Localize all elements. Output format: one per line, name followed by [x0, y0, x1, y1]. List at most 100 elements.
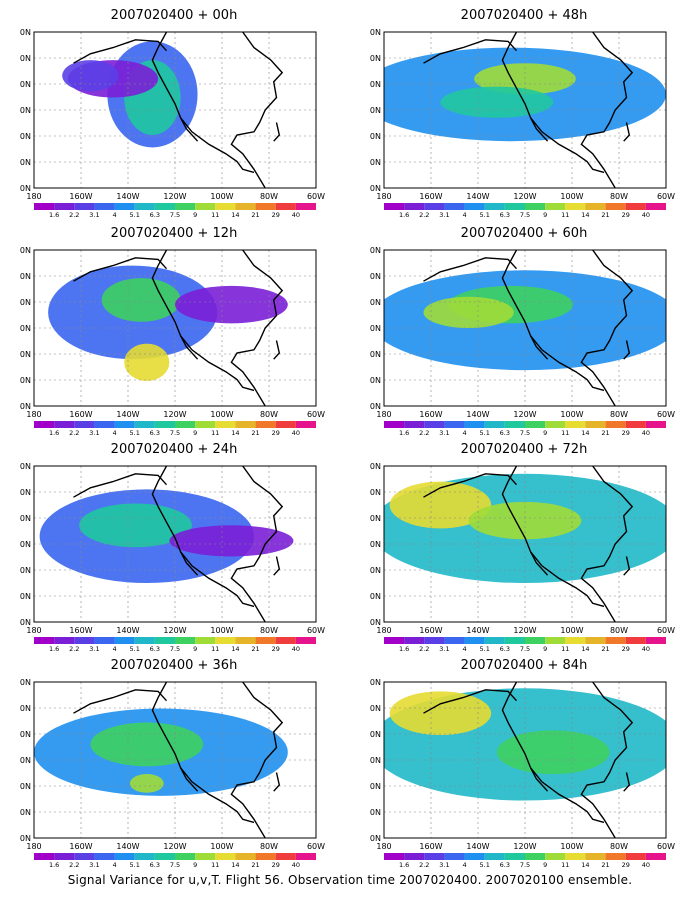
colorbar-swatch: [404, 203, 425, 210]
variance-contour: [124, 343, 170, 382]
variance-map: 70N 60N 50N 40N 30N 20N 10N180 160W 140W 120W 100W…: [20, 28, 325, 219]
coastline: [423, 473, 518, 498]
colorbar-label: 40: [642, 211, 650, 219]
coastline: [580, 250, 634, 406]
colorbar-label: 6.3: [500, 429, 510, 437]
colorbar-swatch: [565, 853, 586, 860]
lat-tick-label: 30N: [20, 132, 31, 141]
coastline: [273, 340, 281, 360]
variance-contour: [496, 730, 610, 775]
colorbar-label: 1.6: [399, 645, 409, 653]
colorbar-swatch: [215, 853, 236, 860]
colorbar-swatch: [444, 421, 465, 428]
panel-title: 2007020400 + 36h: [110, 658, 238, 673]
lon-tick-label: 60W: [307, 842, 325, 851]
colorbar-label: 29: [622, 861, 630, 869]
colorbar-swatch: [275, 637, 296, 644]
figure-caption: Signal Variance for u,v,T. Flight 56. Ob…: [67, 873, 633, 887]
colorbar-swatch: [404, 853, 425, 860]
lon-tick-label: 100W: [560, 192, 583, 201]
colorbar-swatch: [74, 421, 95, 428]
colorbar-label: 40: [642, 429, 650, 437]
lon-tick-label: 180: [26, 626, 41, 635]
coastline: [580, 466, 634, 622]
colorbar-swatch: [404, 421, 425, 428]
colorbar-swatch: [525, 421, 546, 428]
colorbar-swatch: [255, 421, 276, 428]
colorbar-label: 11: [561, 645, 569, 653]
colorbar-label: 7.5: [170, 429, 180, 437]
colorbar-label: 4: [463, 429, 467, 437]
coastline: [423, 257, 518, 282]
colorbar-label: 14: [581, 645, 589, 653]
lat-tick-label: 60N: [20, 54, 31, 63]
lat-tick-label: 70N: [370, 28, 381, 37]
colorbar-swatch: [645, 637, 666, 644]
colorbar-swatch: [195, 637, 216, 644]
lat-tick-label: 70N: [370, 678, 381, 687]
coastline: [273, 556, 281, 576]
lon-tick-label: 180: [26, 192, 41, 201]
map-panel: 2007020400 + 72h 70N 60N 50N 40N 30N 20N 10N180…: [370, 438, 700, 656]
colorbar-label: 6.3: [150, 861, 160, 869]
colorbar-label: 21: [251, 429, 259, 437]
coastline: [151, 466, 255, 608]
colorbar-swatch: [134, 637, 155, 644]
colorbar-swatch: [94, 853, 115, 860]
lat-tick-label: 50N: [370, 514, 381, 523]
colorbar-label: 7.5: [170, 211, 180, 219]
colorbar-label: 3.1: [439, 861, 449, 869]
colorbar-swatch: [235, 203, 256, 210]
colorbar-label: 5.1: [480, 429, 490, 437]
colorbar-label: 7.5: [520, 645, 530, 653]
lon-tick-label: 120W: [513, 410, 536, 419]
colorbar-swatch: [275, 853, 296, 860]
lat-tick-label: 10N: [20, 618, 31, 627]
colorbar-label: 9: [193, 861, 197, 869]
colorbar-label: 29: [272, 211, 280, 219]
variance-contour: [175, 285, 288, 324]
colorbar-swatch: [74, 203, 95, 210]
lat-tick-label: 50N: [370, 80, 381, 89]
colorbar-swatch: [545, 853, 566, 860]
panel-title: 2007020400 + 60h: [460, 226, 588, 241]
lat-tick-label: 60N: [370, 272, 381, 281]
colorbar-swatch: [275, 203, 296, 210]
lat-tick-label: 60N: [370, 488, 381, 497]
lon-tick-label: 140W: [116, 410, 139, 419]
colorbar-swatch: [625, 203, 646, 210]
colorbar-label: 40: [642, 645, 650, 653]
lat-tick-label: 40N: [370, 756, 381, 765]
coastline: [623, 556, 631, 576]
colorbar-label: 7.5: [520, 211, 530, 219]
coastline: [151, 250, 255, 392]
colorbar-swatch: [645, 853, 666, 860]
coastline: [273, 122, 281, 142]
lat-tick-label: 20N: [20, 592, 31, 601]
lat-tick-label: 30N: [370, 350, 381, 359]
lat-tick-label: 30N: [20, 566, 31, 575]
lon-tick-label: 140W: [116, 192, 139, 201]
colorbar-label: 2.2: [419, 645, 429, 653]
colorbar-label: 1.6: [49, 429, 59, 437]
coastline: [501, 32, 605, 174]
colorbar-swatch: [235, 637, 256, 644]
lat-tick-label: 70N: [370, 462, 381, 471]
colorbar-swatch: [484, 853, 505, 860]
lat-tick-label: 60N: [370, 54, 381, 63]
lon-tick-label: 120W: [513, 842, 536, 851]
colorbar-swatch: [215, 421, 236, 428]
coastline: [501, 250, 605, 392]
colorbar-swatch: [424, 637, 445, 644]
colorbar-swatch: [565, 637, 586, 644]
colorbar-swatch: [34, 853, 55, 860]
coastline: [179, 335, 199, 360]
lon-tick-label: 60W: [657, 410, 675, 419]
lon-tick-label: 100W: [560, 626, 583, 635]
colorbar-label: 7.5: [520, 429, 530, 437]
lon-tick-label: 60W: [307, 192, 325, 201]
lat-tick-label: 10N: [370, 618, 381, 627]
colorbar-swatch: [525, 853, 546, 860]
lon-tick-label: 100W: [210, 192, 233, 201]
lon-tick-label: 120W: [163, 626, 186, 635]
